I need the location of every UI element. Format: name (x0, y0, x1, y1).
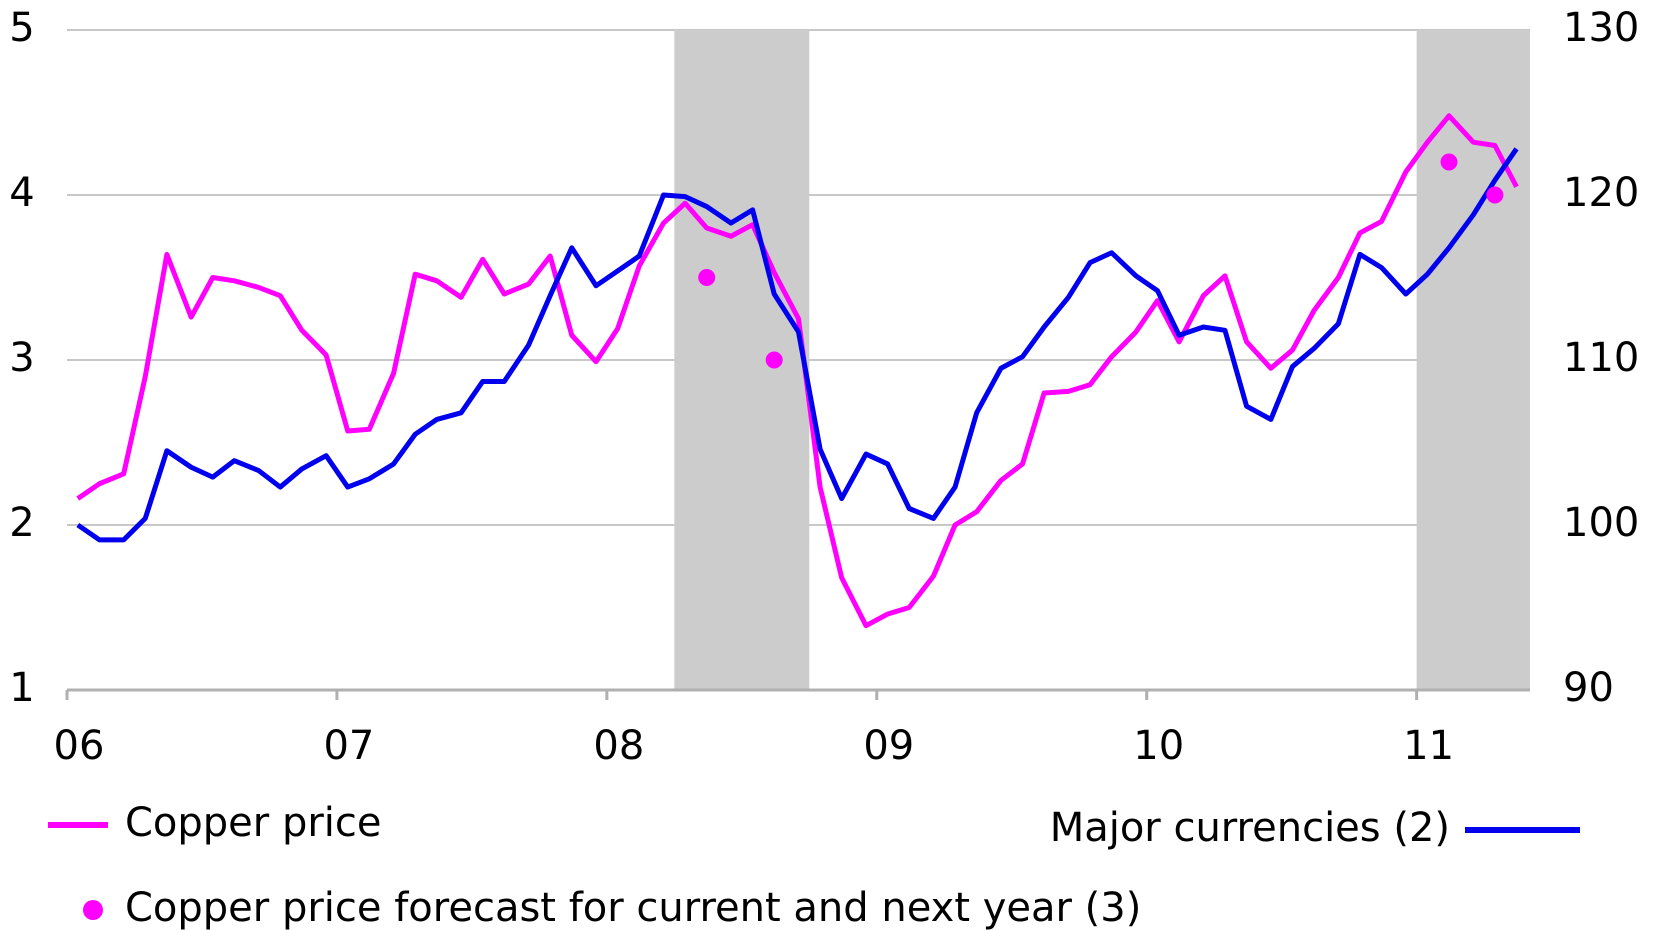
legend-label: Copper price forecast for current and ne… (125, 885, 1141, 930)
legend-label: Major currencies (2) (1050, 805, 1450, 851)
legend-label: Copper price (125, 800, 382, 846)
y2-tick-label: 130 (1563, 5, 1639, 51)
y2-tick-label: 90 (1563, 665, 1614, 711)
x-tick-label: 06 (54, 723, 105, 769)
plot (76, 113, 1519, 629)
series-line (76, 147, 1519, 543)
forecast-point (1440, 153, 1458, 171)
x-tick-label: 07 (323, 723, 374, 769)
shaded-range (1416, 30, 1530, 690)
shading (674, 30, 1530, 690)
axes: 1 2 3 4 5 90 100 110 120 130 06 07 08 09 10 11 (9, 5, 1639, 769)
y2-tick-label: 100 (1563, 500, 1639, 546)
y2-tick-label: 120 (1563, 170, 1639, 216)
y2-tick-label: 110 (1563, 335, 1639, 381)
legend-dot (83, 900, 103, 920)
y-tick-label: 3 (9, 335, 34, 381)
x-tick-label: 11 (1403, 723, 1454, 769)
forecast-point (765, 351, 783, 369)
forecast-point (1486, 186, 1504, 204)
shaded-range (674, 30, 810, 690)
x-tick-label: 08 (593, 723, 644, 769)
y-tick-label: 5 (9, 5, 34, 51)
x-tick-label: 09 (863, 723, 914, 769)
x-tick-label: 10 (1133, 723, 1184, 769)
y-tick-label: 2 (9, 500, 34, 546)
y-tick-label: 1 (9, 665, 34, 711)
forecast-point (698, 269, 716, 286)
y-tick-label: 4 (9, 170, 34, 216)
series-line (76, 113, 1519, 629)
